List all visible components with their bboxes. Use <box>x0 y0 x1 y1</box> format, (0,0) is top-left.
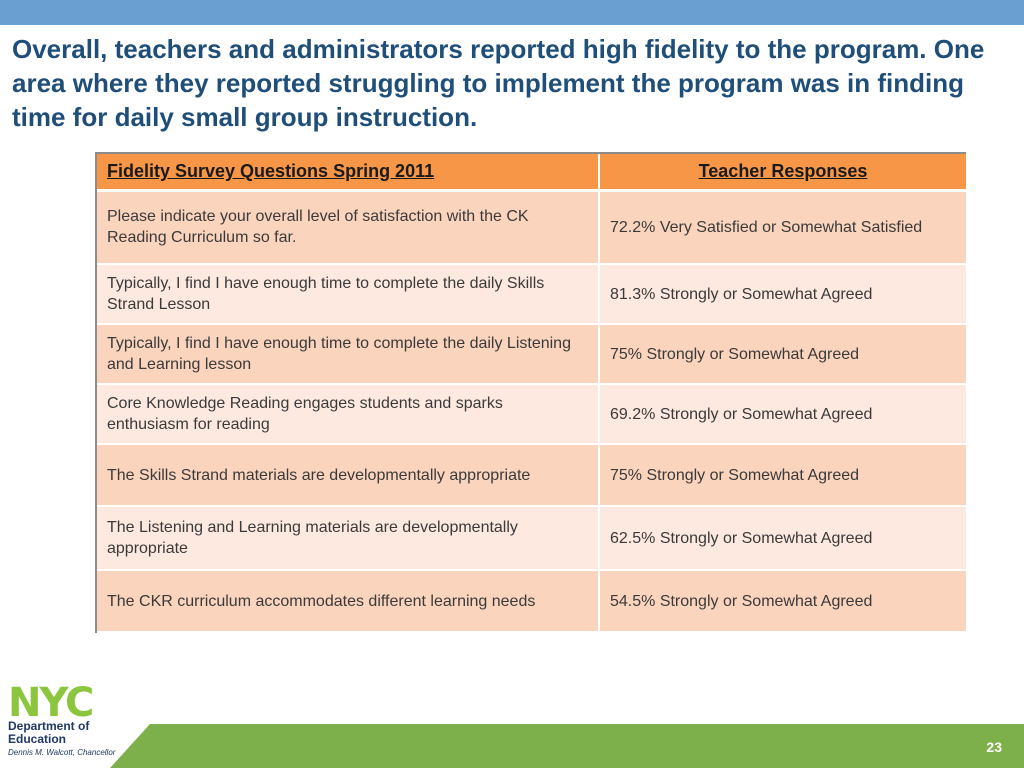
slide-title: Overall, teachers and administrators rep… <box>12 34 985 132</box>
bottom-accent-bar <box>110 724 1024 768</box>
survey-question: Core Knowledge Reading engages students … <box>97 384 600 445</box>
survey-question: The Skills Strand materials are developm… <box>97 444 600 507</box>
department-line-2: Education <box>8 732 67 746</box>
table-row: Typically, I find I have enough time to … <box>97 264 966 325</box>
page-number: 23 <box>986 739 1002 755</box>
teacher-response: 81.3% Strongly or Somewhat Agreed <box>599 264 966 325</box>
survey-question: Typically, I find I have enough time to … <box>97 324 600 385</box>
table-row: The Skills Strand materials are developm… <box>97 444 966 507</box>
teacher-response: 75% Strongly or Somewhat Agreed <box>599 324 966 385</box>
teacher-response: 75% Strongly or Somewhat Agreed <box>599 444 966 507</box>
header-questions: Fidelity Survey Questions Spring 2011 <box>97 154 600 192</box>
fidelity-survey-table-wrapper: Fidelity Survey Questions Spring 2011 Te… <box>95 152 966 633</box>
survey-question: Please indicate your overall level of sa… <box>97 190 600 265</box>
table-row: The CKR curriculum accommodates differen… <box>97 570 966 633</box>
header-responses: Teacher Responses <box>599 154 966 192</box>
table-row: Core Knowledge Reading engages students … <box>97 384 966 445</box>
department-line-1: Department of <box>8 719 90 733</box>
survey-question: The CKR curriculum accommodates differen… <box>97 570 600 633</box>
teacher-response: 54.5% Strongly or Somewhat Agreed <box>599 570 966 633</box>
teacher-response: 69.2% Strongly or Somewhat Agreed <box>599 384 966 445</box>
survey-question: The Listening and Learning materials are… <box>97 506 600 571</box>
teacher-response: 62.5% Strongly or Somewhat Agreed <box>599 506 966 571</box>
department-name: Department of Education <box>8 720 89 746</box>
table-header-row: Fidelity Survey Questions Spring 2011 Te… <box>97 154 966 192</box>
top-accent-bar <box>0 0 1024 25</box>
teacher-response: 72.2% Very Satisfied or Somewhat Satisfi… <box>599 190 966 265</box>
nyc-doe-logo: NYC <box>8 683 94 719</box>
survey-question: Typically, I find I have enough time to … <box>97 264 600 325</box>
chancellor-name: Dennis M. Walcott, Chancellor <box>8 748 116 757</box>
fidelity-survey-table: Fidelity Survey Questions Spring 2011 Te… <box>97 154 966 633</box>
table-row: The Listening and Learning materials are… <box>97 506 966 571</box>
table-row: Typically, I find I have enough time to … <box>97 324 966 385</box>
logo-letters: NYC <box>8 683 92 719</box>
table-row: Please indicate your overall level of sa… <box>97 190 966 265</box>
